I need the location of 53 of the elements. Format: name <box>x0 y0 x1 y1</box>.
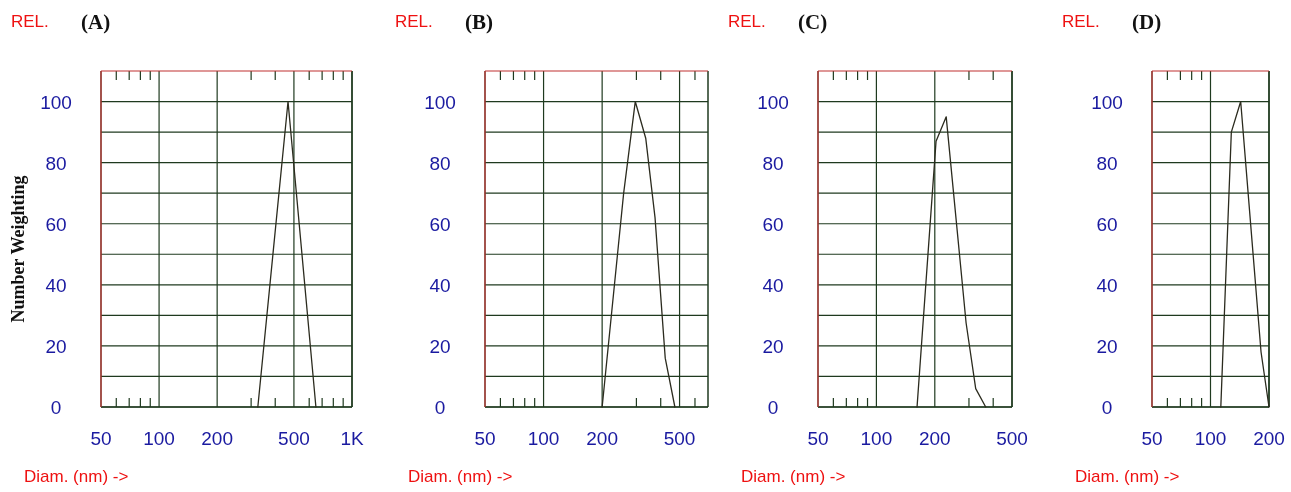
y-tick-label: 40 <box>1096 274 1118 296</box>
x-tick-label: 50 <box>1141 428 1163 449</box>
x-tick-label: 100 <box>1194 428 1227 449</box>
y-tick-label: 100 <box>757 91 789 113</box>
y-tick-label: 100 <box>1091 91 1123 113</box>
x-tick-label: 50 <box>474 428 496 449</box>
y-tick-label: 20 <box>1096 335 1118 357</box>
x-axis-title: Diam. (nm) -> <box>1075 467 1180 486</box>
x-tick-label: 200 <box>586 428 618 449</box>
x-axis-title: Diam. (nm) -> <box>741 467 846 486</box>
y-tick-label: 60 <box>45 213 67 235</box>
y-tick-label: 80 <box>762 152 784 174</box>
y-tick-label: 0 <box>767 397 779 418</box>
text: REL. <box>395 12 433 31</box>
y-tick-label: 20 <box>45 335 67 357</box>
y-tick-label: 60 <box>429 213 451 235</box>
x-tick-label: 100 <box>527 428 560 449</box>
x-tick-label: 100 <box>143 428 175 449</box>
y-tick-label: 60 <box>762 213 784 235</box>
x-tick-label: 500 <box>278 428 310 449</box>
x-axis-title: Diam. (nm) -> <box>408 467 513 486</box>
y-tick-label: 20 <box>762 335 784 357</box>
y-tick-label: 0 <box>50 397 62 418</box>
y-tick-label: 20 <box>429 335 451 357</box>
text: REL. <box>728 12 766 31</box>
y-tick-label: 0 <box>1101 397 1113 418</box>
chart-title: (A) <box>81 10 111 34</box>
x-tick-label: 200 <box>918 428 951 449</box>
y-tick-label: 80 <box>429 152 451 174</box>
x-tick-label: 50 <box>807 428 829 449</box>
x-tick-label: 200 <box>201 428 233 449</box>
chart-title: (C) <box>798 10 828 34</box>
y-tick-label: 80 <box>1096 152 1118 174</box>
x-tick-label: 1K <box>340 428 364 449</box>
x-tick-label: 200 <box>1253 428 1285 449</box>
x-tick-label: 100 <box>860 428 893 449</box>
y-tick-label: 40 <box>429 274 451 296</box>
chart-title: (B) <box>465 10 493 34</box>
y-tick-label: 0 <box>434 397 446 418</box>
text: REL. <box>1062 12 1100 31</box>
x-tick-label: 500 <box>996 428 1028 449</box>
x-tick-label: 50 <box>90 428 112 449</box>
text: REL. <box>11 12 49 31</box>
y-tick-label: 100 <box>40 91 72 113</box>
y-tick-label: 100 <box>424 91 456 113</box>
chart-title: (D) <box>1132 10 1162 34</box>
y-tick-label: 40 <box>762 274 784 296</box>
x-axis-title: Diam. (nm) -> <box>24 467 129 486</box>
y-tick-label: 60 <box>1096 213 1118 235</box>
y-tick-label: 40 <box>45 274 67 296</box>
y-axis-title: Number Weighting <box>8 175 28 323</box>
y-tick-label: 80 <box>45 152 67 174</box>
x-tick-label: 500 <box>663 428 696 449</box>
